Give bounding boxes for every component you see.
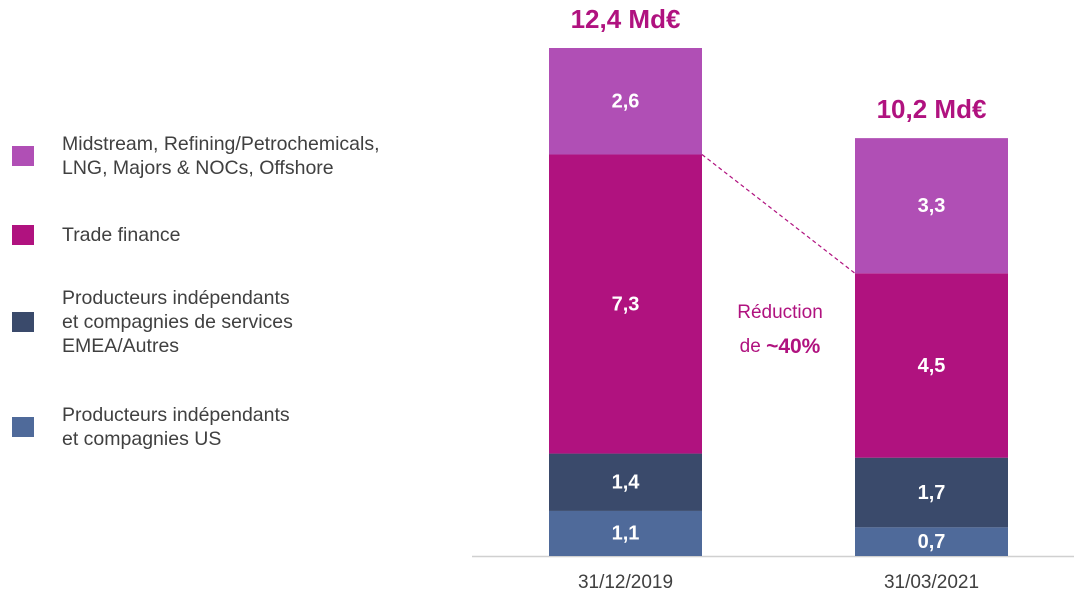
annotation-emphasis: ~40% bbox=[766, 335, 821, 358]
annotation: de ~40% bbox=[740, 335, 821, 358]
legend-item: Midstream, Refining/Petrochemicals, LNG,… bbox=[12, 132, 422, 180]
total-label: 10,2 Md€ bbox=[877, 94, 987, 124]
bar-segment bbox=[549, 48, 702, 155]
bar-value-label: 1,4 bbox=[612, 472, 641, 494]
bar-segment bbox=[549, 154, 702, 454]
legend-item: Producteurs indépendants et compagnies d… bbox=[12, 286, 302, 358]
bar-segment bbox=[855, 527, 1008, 556]
legend-label: Producteurs indépendants et compagnies U… bbox=[62, 404, 290, 450]
legend-label: Trade finance bbox=[62, 224, 181, 246]
total-label: 12,4 Md€ bbox=[571, 4, 681, 34]
x-tick-label: 31/12/2019 bbox=[578, 572, 673, 593]
bar-value-label: 1,7 bbox=[918, 482, 946, 504]
annotation: Réduction bbox=[737, 302, 823, 323]
bar-value-label: 1,1 bbox=[612, 523, 640, 545]
legend-item: Trade finance bbox=[12, 223, 422, 247]
legend-swatch bbox=[12, 225, 34, 245]
connector bbox=[701, 154, 856, 274]
annotation-text: de bbox=[740, 336, 761, 357]
bar-value-label: 3,3 bbox=[918, 195, 946, 217]
bar-value-label: 2,6 bbox=[612, 91, 640, 113]
legend-label: Producteurs indépendants et compagnies d… bbox=[62, 287, 293, 357]
bar-segment bbox=[855, 457, 1008, 528]
legend-swatch bbox=[12, 417, 34, 437]
x-tick-label: 31/03/2021 bbox=[884, 572, 979, 593]
bar-segment bbox=[855, 273, 1008, 458]
legend-item: Producteurs indépendants et compagnies U… bbox=[12, 403, 302, 451]
bar-segment bbox=[855, 138, 1008, 274]
legend-swatch bbox=[12, 312, 34, 332]
bar-segment bbox=[549, 453, 702, 511]
bar-value-label: 4,5 bbox=[918, 355, 946, 377]
legend-label: Midstream, Refining/Petrochemicals, LNG,… bbox=[62, 133, 380, 179]
legend-swatch bbox=[12, 146, 34, 166]
bar-value-label: 0,7 bbox=[918, 531, 946, 553]
bar-value-label: 7,3 bbox=[612, 293, 640, 315]
bar-segment bbox=[549, 510, 702, 556]
